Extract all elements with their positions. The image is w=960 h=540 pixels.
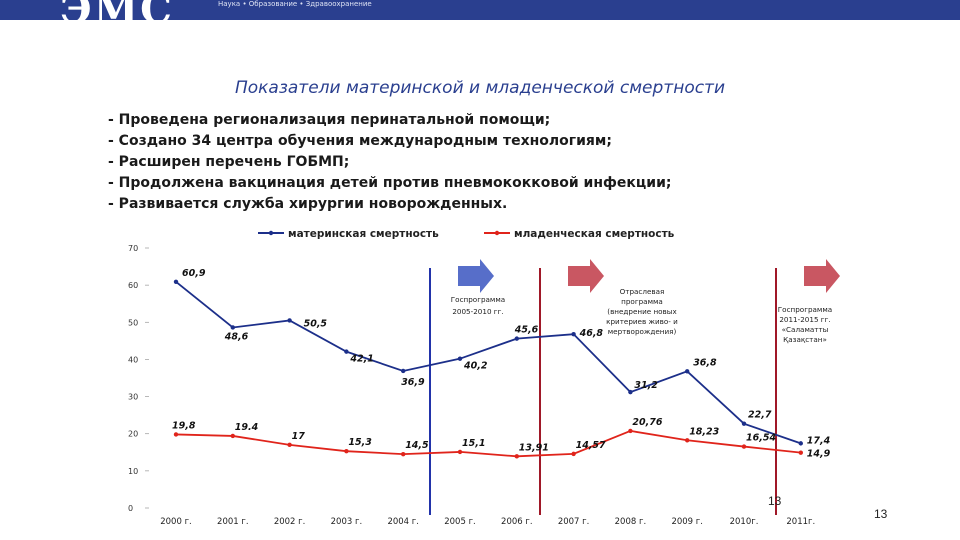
data-label: 19,8 <box>172 420 196 431</box>
data-label: 18,23 <box>689 426 719 437</box>
x-tick-label: 2003 г. <box>331 517 363 527</box>
data-point <box>685 438 690 443</box>
series-line <box>175 429 801 458</box>
data-label: 46,8 <box>579 328 604 339</box>
period-annotation: Отраслевая программа (внедрение новых крите… <box>606 287 678 336</box>
legend-label: материнская смертность <box>288 228 439 240</box>
data-point <box>741 421 747 426</box>
data-point <box>798 441 803 446</box>
logo: ЭМС <box>60 0 174 33</box>
bullet-item: - Расширен перечень ГОБМП; <box>108 154 350 170</box>
x-tick-label: 2006 г. <box>501 517 533 527</box>
data-point <box>287 318 292 323</box>
bullet-item: - Создано 34 центра обучения международн… <box>108 133 612 149</box>
x-tick-label: 2011г. <box>786 517 815 527</box>
data-point <box>230 325 235 330</box>
y-tick-label: 30 <box>128 393 138 402</box>
data-point <box>514 454 519 459</box>
x-tick-label: 2009 г. <box>671 517 703 527</box>
tagline: Наука • Образование • Здравоохранение <box>218 0 372 8</box>
x-tick-label: 2008 г. <box>615 517 647 527</box>
data-point <box>173 279 179 284</box>
data-point <box>401 368 406 374</box>
period-annotation: Госпрограмма 2011-2015 гг. «Саламатты Қазақ… <box>778 305 832 344</box>
period-arrow-icon <box>458 259 494 293</box>
bullet-item: - Проведена регионализация перинатальной… <box>108 112 551 128</box>
header-bar: ЭМС Наука • Образование • Здравоохранени… <box>0 0 960 33</box>
data-label: 36,8 <box>693 357 717 368</box>
data-label: 31,2 <box>634 380 658 391</box>
period-arrow-icon <box>804 259 840 293</box>
page-number-box: 13 <box>768 494 782 508</box>
data-point <box>173 432 179 437</box>
period-annotation: Госпрограмма 2005-2010 гг. <box>451 295 505 316</box>
data-label: 45,6 <box>514 325 539 336</box>
x-tick-label: 2010г. <box>730 517 759 527</box>
data-label: 16,54 <box>746 433 776 444</box>
page-number: 13 <box>874 507 888 521</box>
data-label: 22,7 <box>748 410 772 421</box>
data-label: 20,76 <box>632 417 662 428</box>
data-point <box>628 389 633 395</box>
series-line <box>175 281 802 445</box>
data-label: 14,5 <box>405 440 429 451</box>
data-point <box>628 428 633 434</box>
y-tick-label: 50 <box>128 318 138 327</box>
data-label: 15,3 <box>348 437 372 448</box>
data-label: 36,9 <box>401 377 425 388</box>
data-label: 15,1 <box>462 438 485 449</box>
y-tick-label: 60 <box>128 281 138 290</box>
data-label: 17,4 <box>807 435 831 446</box>
data-point <box>798 450 803 455</box>
x-tick-label: 2007 г. <box>558 517 590 527</box>
data-label: 19.4 <box>235 422 259 433</box>
data-label: 50,5 <box>304 318 328 329</box>
y-tick-label: 0 <box>128 504 133 513</box>
x-tick-label: 2004 г. <box>387 517 419 527</box>
data-label: 17 <box>292 431 306 442</box>
bullet-item: - Продолжена вакцинация детей против пне… <box>108 175 672 191</box>
bullet-list: - Проведена регионализация перинатальной… <box>108 110 672 215</box>
period-arrow-icon <box>568 259 604 293</box>
y-tick-label: 10 <box>128 467 138 476</box>
data-label: 14,9 <box>807 449 831 460</box>
legend-marker <box>268 230 274 236</box>
data-label: 14,57 <box>576 440 606 451</box>
legend-marker <box>494 230 500 236</box>
data-point <box>571 331 576 337</box>
data-point <box>344 349 349 354</box>
data-point <box>344 448 349 454</box>
data-label: 42,1 <box>349 354 373 365</box>
data-point <box>457 449 463 455</box>
data-label: 40,2 <box>463 361 488 372</box>
legend-label: младенческая смертность <box>514 228 675 240</box>
slide-title: Показатели материнской и младенческой см… <box>234 78 726 98</box>
data-point <box>571 451 576 457</box>
x-tick-label: 2005 г. <box>444 517 476 527</box>
bullet-item: - Развивается служба хирургии новорожден… <box>108 196 508 212</box>
x-tick-label: 2002 г. <box>274 517 306 527</box>
data-label: 13,91 <box>519 442 549 453</box>
y-tick-label: 40 <box>128 355 138 364</box>
x-tick-label: 2001 г. <box>217 517 249 527</box>
data-point <box>514 336 519 341</box>
data-label: 60,9 <box>182 268 206 279</box>
data-point <box>230 433 235 439</box>
data-point <box>401 451 406 457</box>
data-point <box>457 356 463 361</box>
x-tick-label: 2000 г. <box>160 517 192 527</box>
data-label: 48,6 <box>224 331 249 342</box>
data-point <box>741 444 747 449</box>
y-tick-label: 20 <box>128 430 138 439</box>
data-point <box>685 369 690 374</box>
y-tick-label: 70 <box>128 244 138 253</box>
data-point <box>287 442 292 448</box>
